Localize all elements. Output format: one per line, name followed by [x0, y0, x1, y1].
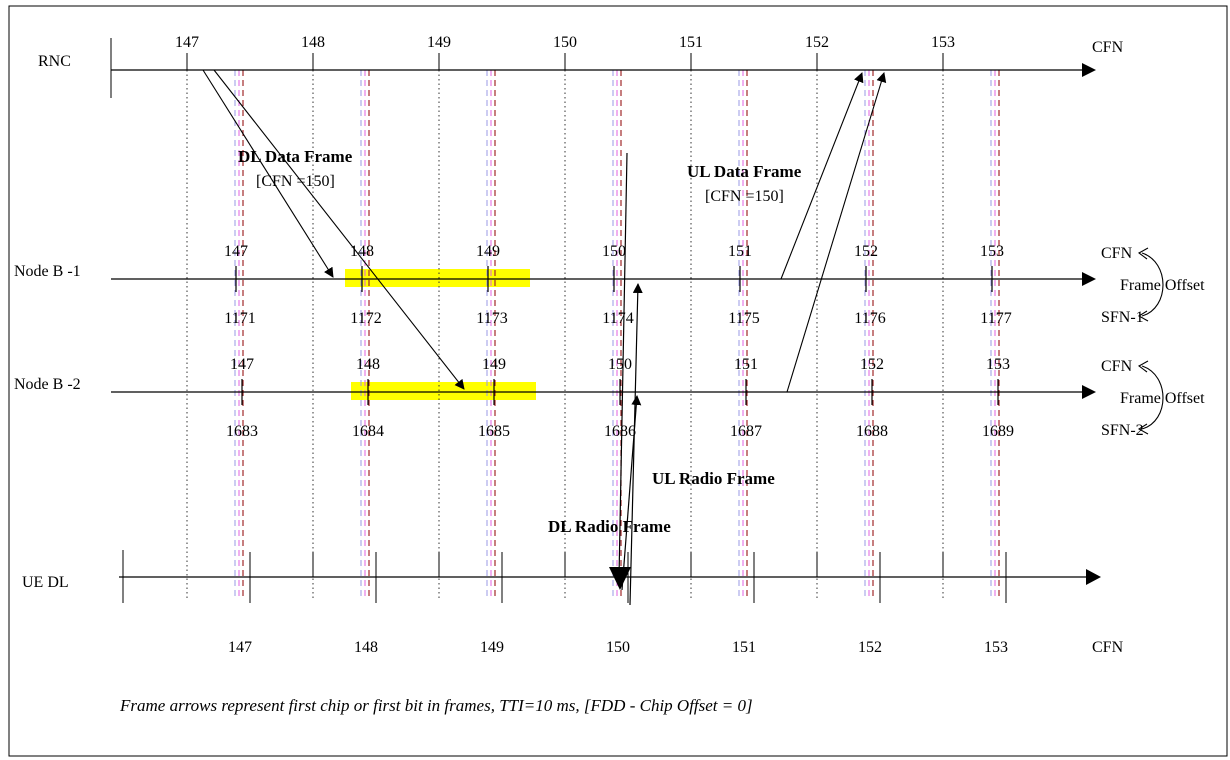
red-dashed-gridlines [242, 70, 1000, 600]
nodeb2-cfn-tick-label-0: 147 [230, 356, 254, 373]
nodeb1-sfn-tick-label-0: 1171 [224, 310, 255, 327]
nodeb1-sfn-tick-label-1: 1172 [350, 310, 381, 327]
nodeb2-cfn-tick-labels: 147 148 149 150 151 152 153 [230, 356, 1010, 373]
ue-axis-label: CFN [1092, 639, 1124, 656]
nodeb1-sfn-tick-label-4: 1175 [728, 310, 759, 327]
nodeb1-label: Node B -1 [14, 263, 81, 280]
lilac-dashed-gridlines [234, 70, 992, 600]
frame-offset-curve-2-bottom-head [1137, 423, 1149, 435]
nodeb2-sfn-tick-label-6: 1689 [982, 423, 1014, 440]
rnc-tick-labels: 147 148 149 150 151 152 153 [175, 34, 955, 51]
rnc-tick-label-2: 149 [427, 34, 451, 51]
nodeb1-cfn-tick-label-6: 153 [980, 243, 1004, 260]
nodeb2-cfn-label: CFN [1101, 358, 1133, 375]
ue-tick-label-3: 150 [606, 639, 630, 656]
nodeb1-frame-offset-label: Frame Offset [1120, 277, 1205, 294]
nodeb1-axis-arrowhead [1082, 272, 1096, 286]
ul-radio-frame-label: UL Radio Frame [652, 469, 775, 488]
nodeb1-sfn-tick-label-3: 1174 [602, 310, 633, 327]
ue-tick-label-1: 148 [354, 639, 378, 656]
ue-tick-label-6: 153 [984, 639, 1008, 656]
ul-data-frame-arrow-1 [780, 72, 864, 280]
nodeb2-cfn-tick-label-1: 148 [356, 356, 380, 373]
ue-axis-arrowhead [1086, 569, 1101, 585]
rnc-axis-arrowhead [1082, 63, 1096, 77]
rnc-tick-label-3: 150 [553, 34, 577, 51]
frame-offset-curve-1 [1141, 252, 1164, 317]
axis-tick-marks [186, 53, 1007, 603]
nodeb1-cfn-tick-label-4: 151 [728, 243, 752, 260]
ul-radio-frame-arrow-2 [621, 395, 642, 591]
nodeb2-label: Node B -2 [14, 376, 81, 393]
ue-label: UE DL [22, 574, 69, 591]
nodeb2-cfn-tick-label-2: 149 [482, 356, 506, 373]
nodeb2-sfn-label: SFN-2 [1101, 422, 1144, 439]
nodeb2-sfn-tick-label-4: 1687 [730, 423, 762, 440]
nodeb2-sfn-tick-label-1: 1684 [352, 423, 384, 440]
pink-dashed-gridlines [238, 70, 996, 600]
nodeb2-axis-arrowhead [1082, 385, 1096, 399]
dl-data-frame-arrow-1 [202, 69, 334, 278]
nodeb1-cfn-tick-label-0: 147 [224, 243, 248, 260]
dl-data-frame-title: DL Data Frame [238, 147, 353, 166]
ul-data-frame-cfn: [CFN =150] [705, 188, 784, 205]
rnc-tick-label-1: 148 [301, 34, 325, 51]
diagram-border [8, 5, 1228, 757]
nodeb1-cfn-tick-label-2: 149 [476, 243, 500, 260]
dl-radio-frame-arrow [618, 152, 628, 579]
rnc-tick-label-6: 153 [931, 34, 955, 51]
nodeb1-sfn-tick-label-2: 1173 [476, 310, 507, 327]
nodeb1-cfn-tick-label-5: 152 [854, 243, 878, 260]
nodeb1-cfn-tick-label-3: 150 [602, 243, 626, 260]
ul-data-frame-title: UL Data Frame [687, 162, 802, 181]
nodeb2-sfn-tick-label-2: 1685 [478, 423, 510, 440]
nodeb1-sfn-tick-label-5: 1176 [854, 310, 885, 327]
frame-offset-curve-1-top-head [1137, 247, 1149, 260]
nodeb1-dl-highlight [345, 269, 530, 287]
nodeb2-sfn-tick-label-0: 1683 [226, 423, 258, 440]
ul-data-frame-arrow-2 [786, 72, 887, 393]
nodeb2-dl-highlight [351, 382, 536, 400]
ul-radio-frame-arrow-1 [629, 283, 643, 606]
nodeb2-sfn-tick-labels: 1683 1684 1685 1686 1687 1688 1689 [226, 423, 1014, 440]
nodeb2-cfn-tick-label-6: 153 [986, 356, 1010, 373]
nodeb1-cfn-tick-label-1: 148 [350, 243, 374, 260]
dl-radio-frame-arrowhead [609, 567, 631, 590]
dl-data-frame-cfn: [CFN =150] [256, 173, 335, 190]
nodeb2-cfn-tick-label-4: 151 [734, 356, 758, 373]
nodeb1-sfn-tick-labels: 1171 1172 1173 1174 1175 1176 1177 [224, 310, 1011, 327]
ue-tick-label-2: 149 [480, 639, 504, 656]
dl-radio-frame-label: DL Radio Frame [548, 517, 671, 536]
nodeb2-cfn-tick-label-5: 152 [860, 356, 884, 373]
ue-tick-label-0: 147 [228, 639, 252, 656]
rnc-label: RNC [38, 53, 71, 70]
ue-tick-labels: 147 148 149 150 151 152 153 [228, 639, 1008, 656]
rnc-dotted-gridlines [186, 70, 944, 600]
dl-data-frame-arrow-2 [213, 69, 465, 390]
nodeb2-frame-offset-label: Frame Offset [1120, 390, 1205, 407]
ue-tick-label-4: 151 [732, 639, 756, 656]
nodeb1-cfn-label: CFN [1101, 245, 1133, 262]
frame-offset-curve-2-top-head [1137, 360, 1149, 373]
rnc-axis-label: CFN [1092, 39, 1124, 56]
caption: Frame arrows represent first chip or fir… [119, 696, 753, 715]
nodeb1-sfn-tick-label-6: 1177 [980, 310, 1011, 327]
rnc-tick-label-4: 151 [679, 34, 703, 51]
nodeb2-sfn-tick-label-3: 1686 [604, 423, 636, 440]
nodeb1-cfn-tick-labels: 147 148 149 150 151 152 153 [224, 243, 1004, 260]
rnc-tick-label-0: 147 [175, 34, 199, 51]
rnc-tick-label-5: 152 [805, 34, 829, 51]
frame-offset-curve-2 [1141, 365, 1164, 430]
nodeb1-sfn-label: SFN-1 [1101, 309, 1144, 326]
nodeb2-sfn-tick-label-5: 1688 [856, 423, 888, 440]
nodeb2-cfn-tick-label-3: 150 [608, 356, 632, 373]
ue-tick-label-5: 152 [858, 639, 882, 656]
frame-offset-curve-1-bottom-head [1137, 310, 1149, 322]
